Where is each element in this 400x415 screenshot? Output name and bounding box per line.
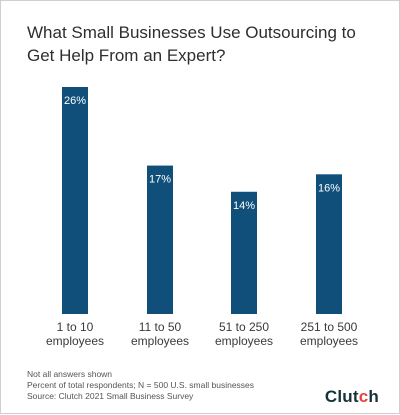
chart-title: What Small Businesses Use Outsourcing to…	[27, 23, 356, 65]
category-label: employees	[300, 334, 358, 348]
category-label: 51 to 250	[219, 320, 269, 334]
bar-4	[316, 174, 342, 314]
bar-2	[147, 165, 173, 314]
footnote-source: Source: Clutch 2021 Small Business Surve…	[27, 391, 194, 401]
bar-value-label: 14%	[233, 200, 255, 212]
footnote-answers: Not all answers shown	[27, 369, 113, 379]
category-label: employees	[131, 334, 189, 348]
category-label: 1 to 10	[57, 320, 94, 334]
logo-text-end: h	[368, 387, 379, 406]
category-label: 251 to 500	[301, 320, 358, 334]
logo-accent-letter: c	[358, 387, 369, 406]
category-label: employees	[215, 334, 273, 348]
bar-value-label: 17%	[149, 174, 171, 186]
bar-3	[231, 191, 257, 314]
clutch-logo: Clutch	[325, 387, 379, 407]
category-label: employees	[46, 334, 104, 348]
category-label: 11 to 50	[139, 320, 182, 334]
bar-1	[62, 87, 88, 314]
logo-text-start: Clut	[324, 387, 359, 406]
footnote-respondents: Percent of total respondents; N = 500 U.…	[27, 380, 255, 390]
bar-value-label: 16%	[318, 182, 340, 194]
footnotes: Not all answers shown Percent of total r…	[27, 369, 254, 402]
bar-value-label: 26%	[64, 95, 86, 107]
